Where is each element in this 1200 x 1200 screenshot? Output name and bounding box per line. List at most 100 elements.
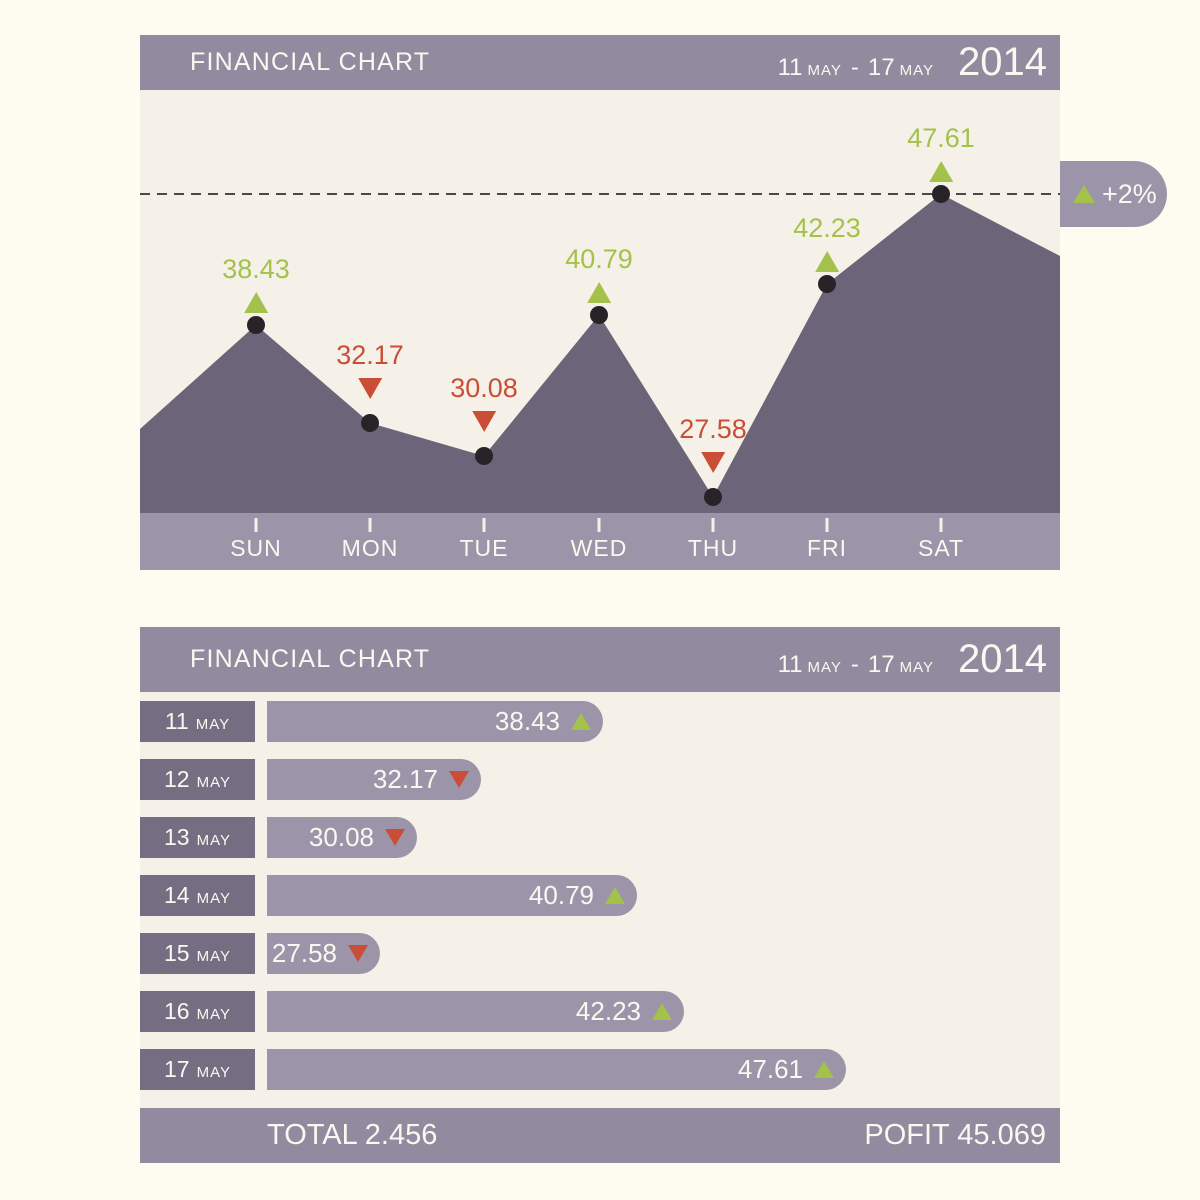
value-bar: 47.61 xyxy=(267,1049,846,1090)
trend-down-icon xyxy=(348,945,368,962)
date-chip-day: 13 xyxy=(164,824,190,850)
point-value: 30.08 xyxy=(450,373,518,403)
trend-up-icon xyxy=(928,161,953,182)
bar-rows: 11 MAY 38.43 12 MAY 32.17 13 MAY 30.08 14 MAY 40.79… xyxy=(140,692,1060,1108)
trend-up-icon xyxy=(1073,185,1095,203)
point-value: 40.79 xyxy=(565,244,633,274)
chart-point-dot xyxy=(361,414,379,432)
table-row: 15 MAY 27.58 xyxy=(140,933,1060,974)
point-value: 42.23 xyxy=(793,213,861,243)
range-year: 2014 xyxy=(958,637,1047,681)
trend-up-icon xyxy=(571,713,591,730)
profit-summary: POFIT 45.069 xyxy=(864,1119,1046,1152)
chart-header: FINANCIAL CHART 11 MAY - 17 MAY 2014 xyxy=(140,35,1060,90)
bar-value: 38.43 xyxy=(494,706,560,736)
trend-down-icon xyxy=(385,829,405,846)
date-chip-day: 16 xyxy=(164,998,190,1024)
axis-day-label: SAT xyxy=(917,535,965,561)
chart-header: FINANCIAL CHART 11 MAY - 17 MAY 2014 xyxy=(140,627,1060,692)
chart-point-label: 27.58 xyxy=(679,414,747,473)
point-value: 38.43 xyxy=(222,254,290,284)
date-chip-month: MAY xyxy=(195,716,231,733)
area-chart-plot: +2% 38.43 32.17 30.08 40.79 27.58 42.23 47.61 xyxy=(140,90,1167,513)
trend-up-icon xyxy=(652,1003,672,1020)
chart-date-range: 11 MAY - 17 MAY 2014 xyxy=(778,40,1047,85)
bar-value: 47.61 xyxy=(737,1054,803,1084)
date-chip-day: 17 xyxy=(164,1056,190,1082)
value-bar: 40.79 xyxy=(267,875,637,916)
axis-tick xyxy=(711,518,715,532)
bar-value: 27.58 xyxy=(271,938,337,968)
axis-tick xyxy=(597,518,601,532)
point-value: 32.17 xyxy=(336,340,404,370)
range-separator: - xyxy=(850,54,859,81)
chart-point-dot xyxy=(475,447,493,465)
x-axis-day-bar: SUN MON TUE WED THU FRI SAT xyxy=(140,513,1060,570)
total-summary: TOTAL 2.456 xyxy=(267,1119,437,1152)
date-chip-day: 15 xyxy=(164,940,190,966)
value-bar: 27.58 xyxy=(267,933,380,974)
axis-tick xyxy=(939,518,943,532)
profit-label: POFIT xyxy=(864,1119,958,1151)
threshold-badge: +2% xyxy=(1060,161,1167,227)
date-chip: 17 MAY xyxy=(140,1049,255,1090)
date-chip: 15 MAY xyxy=(140,933,255,974)
trend-up-icon xyxy=(605,887,625,904)
value-bar: 32.17 xyxy=(267,759,481,800)
bar-value: 42.23 xyxy=(575,996,641,1026)
threshold-label: +2% xyxy=(1102,178,1157,209)
summary-footer: TOTAL 2.456 POFIT 45.069 xyxy=(140,1108,1060,1163)
point-value: 47.61 xyxy=(907,123,975,153)
table-row: 16 MAY 42.23 xyxy=(140,991,1060,1032)
trend-down-icon xyxy=(700,452,725,473)
chart-point-dot xyxy=(247,316,265,334)
chart-point-label: 30.08 xyxy=(450,373,518,432)
profit-value: 45.069 xyxy=(957,1119,1046,1151)
date-chip-month: MAY xyxy=(196,1006,231,1023)
axis-tick xyxy=(368,518,372,532)
date-chip-month: MAY xyxy=(196,1064,231,1081)
bar-value: 32.17 xyxy=(372,764,438,794)
range-start-day: 11 xyxy=(777,54,803,81)
trend-down-icon xyxy=(449,771,469,788)
range-end-day: 17 xyxy=(867,54,895,81)
value-bar: 42.23 xyxy=(267,991,684,1032)
date-chip: 16 MAY xyxy=(140,991,255,1032)
value-bar: 38.43 xyxy=(267,701,603,742)
chart-point-label: 42.23 xyxy=(793,213,861,272)
axis-day-label: MON xyxy=(341,535,399,561)
date-chip: 14 MAY xyxy=(140,875,255,916)
chart-point-label: 40.79 xyxy=(565,244,633,303)
chart-title: FINANCIAL CHART xyxy=(190,645,431,673)
line-chart-panel: FINANCIAL CHART 11 MAY - 17 MAY 2014 +2%… xyxy=(140,35,1167,570)
axis-day-label: TUE xyxy=(459,535,509,561)
chart-point-dot xyxy=(932,185,950,203)
date-chip: 12 MAY xyxy=(140,759,255,800)
table-row: 12 MAY 32.17 xyxy=(140,759,1060,800)
date-chip-day: 14 xyxy=(164,882,190,908)
total-label: TOTAL xyxy=(267,1119,365,1151)
chart-point-label: 47.61 xyxy=(907,123,975,182)
table-row: 14 MAY 40.79 xyxy=(140,875,1060,916)
date-chip-month: MAY xyxy=(196,832,231,849)
range-end-month: MAY xyxy=(899,659,935,676)
chart-point-dot xyxy=(590,306,608,324)
chart-title: FINANCIAL CHART xyxy=(190,48,431,76)
date-chip-day: 12 xyxy=(164,766,190,792)
point-value: 27.58 xyxy=(679,414,747,444)
axis-day-label: THU xyxy=(687,535,739,561)
date-chip-day: 11 xyxy=(164,708,189,734)
trend-up-icon xyxy=(814,1061,834,1078)
table-row: 11 MAY 38.43 xyxy=(140,701,1060,742)
range-separator: - xyxy=(850,651,859,678)
chart-date-range: 11 MAY - 17 MAY 2014 xyxy=(778,637,1047,682)
bar-value: 40.79 xyxy=(528,880,594,910)
trend-up-icon xyxy=(814,251,839,272)
date-chip-month: MAY xyxy=(196,774,231,791)
chart-point-dot xyxy=(818,275,836,293)
date-chip: 13 MAY xyxy=(140,817,255,858)
bar-value: 30.08 xyxy=(308,822,374,852)
axis-tick xyxy=(825,518,829,532)
area-chart-svg xyxy=(140,193,1060,513)
axis-tick xyxy=(482,518,486,532)
